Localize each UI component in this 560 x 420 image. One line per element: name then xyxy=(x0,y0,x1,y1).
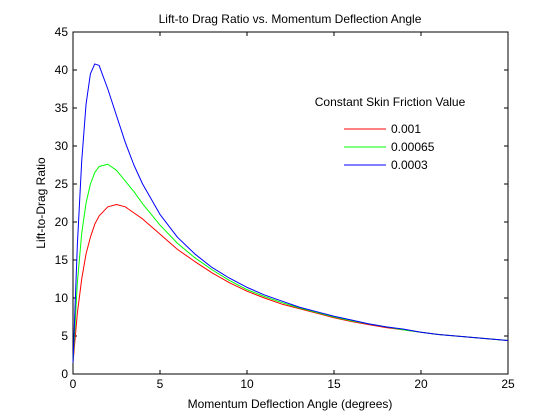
x-tick-label: 0 xyxy=(70,377,77,391)
y-tick-label: 10 xyxy=(55,291,69,305)
x-tick-label: 25 xyxy=(501,377,515,391)
y-tick-label: 0 xyxy=(61,367,68,381)
series-line-2 xyxy=(72,163,509,363)
x-tick-label: 20 xyxy=(414,377,428,391)
plot-frame xyxy=(72,31,509,375)
y-tick-label: 15 xyxy=(55,253,69,267)
x-tick-label: 15 xyxy=(327,377,341,391)
y-axis-label: Lift-to-Drag Ratio xyxy=(34,157,48,249)
y-tick-label: 5 xyxy=(61,329,68,343)
legend-label: 0.001 xyxy=(391,122,421,136)
y-tick-label: 40 xyxy=(55,63,69,77)
series-line-3 xyxy=(72,63,509,363)
y-tick-label: 25 xyxy=(55,177,69,191)
x-tick-label: 10 xyxy=(240,377,254,391)
y-tick-label: 35 xyxy=(55,101,69,115)
series-layer xyxy=(72,63,509,363)
legend-entries: 0.001 0.00065 0.0003 xyxy=(344,122,435,172)
plot-axes: 0 5 10 15 20 25 0 5 10 15 20 25 30 35 40 45 xyxy=(55,25,515,391)
x-tick-label: 5 xyxy=(157,377,164,391)
legend: Constant Skin Friction Value 0.001 0.0006… xyxy=(315,95,466,172)
y-tick-label: 20 xyxy=(55,215,69,229)
legend-label: 0.0003 xyxy=(391,158,428,172)
series-line-1 xyxy=(72,204,509,363)
x-axis-label: Momentum Deflection Angle (degrees) xyxy=(188,397,393,411)
y-tick-label: 30 xyxy=(55,139,69,153)
y-tick-label: 45 xyxy=(55,25,69,39)
legend-label: 0.00065 xyxy=(391,140,435,154)
legend-title: Constant Skin Friction Value xyxy=(315,95,466,109)
chart-title: Lift-to Drag Ratio vs. Momentum Deflecti… xyxy=(159,12,422,26)
